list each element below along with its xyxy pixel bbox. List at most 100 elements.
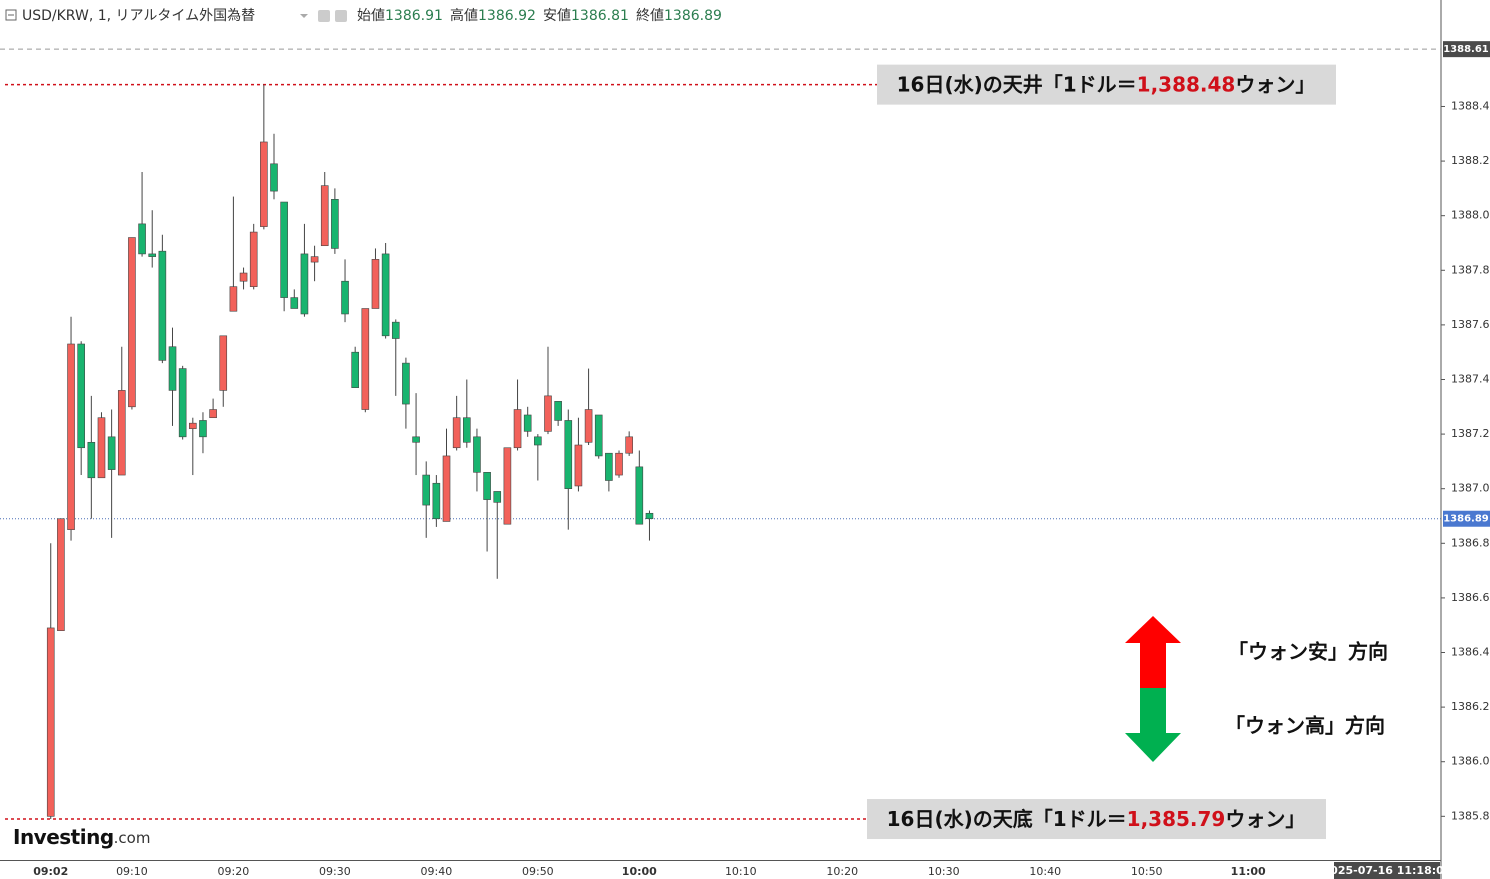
- y-tick-label: 1388.00: [1451, 209, 1490, 222]
- y-tick-label: 1386.60: [1451, 591, 1490, 604]
- dropdown-icon[interactable]: [300, 14, 308, 18]
- candle-body: [483, 472, 491, 500]
- candle-body: [574, 444, 583, 487]
- candle-body: [219, 335, 228, 391]
- logo-domain: .com: [114, 829, 151, 847]
- candle-body: [391, 321, 400, 339]
- candle-body: [341, 280, 349, 315]
- y-tick-label: 1386.00: [1451, 755, 1490, 768]
- x-tick-label: 09:02: [33, 865, 68, 878]
- cursor-time: 2025-07-16 11:18:00: [1323, 864, 1452, 877]
- annotation-suffix: ウォン」: [1225, 807, 1305, 831]
- candle-body: [412, 436, 420, 443]
- x-tick-label: 09:40: [421, 865, 453, 878]
- x-tick-label: 10:00: [622, 865, 657, 878]
- up-arrow: [1125, 616, 1181, 688]
- y-tick-label: 1385.80: [1451, 809, 1490, 822]
- candle-body: [46, 627, 55, 817]
- candle-body: [249, 231, 258, 287]
- candle-body: [645, 512, 654, 520]
- logo-main: Investing: [13, 825, 114, 849]
- candle-body: [534, 436, 542, 446]
- ohlc-label: 始値: [357, 8, 385, 24]
- y-tick-label: 1387.80: [1451, 263, 1490, 276]
- annotation-text: 16日(水)の天底「1ドル＝1,385.79ウォン」: [887, 807, 1306, 831]
- candle-body: [128, 237, 136, 408]
- candle-body: [381, 253, 390, 337]
- candle-body: [432, 482, 441, 520]
- candle-body: [351, 351, 359, 388]
- candle-body: [178, 368, 187, 438]
- direction-label: 「ウォン高」方向: [1225, 714, 1385, 738]
- candle-body: [97, 417, 106, 479]
- x-tick-label: 11:00: [1231, 865, 1266, 878]
- y-tick-label: 1386.20: [1451, 700, 1490, 713]
- y-tick-label: 1387.00: [1451, 482, 1490, 495]
- candle-body: [168, 346, 177, 391]
- candle-body: [260, 141, 268, 227]
- cursor-time-box: [1334, 862, 1440, 879]
- candle-body: [605, 452, 613, 481]
- candle-body: [422, 474, 431, 506]
- annotation-box: [877, 64, 1336, 105]
- y-tick-label: 1387.20: [1451, 427, 1490, 440]
- ohlc-legend: 始値1386.91 高値1386.92 安値1386.81 終値1386.89: [357, 7, 722, 24]
- candle-body: [310, 256, 319, 263]
- candle-body: [361, 308, 370, 410]
- candle-body: [503, 447, 512, 525]
- annotation-prefix: 16日(水)の天井「1ドル＝: [897, 72, 1137, 96]
- candle-body: [77, 343, 85, 449]
- annotation-prefix: 16日(水)の天底「1ドル＝: [887, 807, 1127, 831]
- ohlc-item: 終値1386.89: [636, 8, 722, 24]
- y-tick-label: 1386.80: [1451, 536, 1490, 549]
- down-arrow: [1125, 688, 1181, 762]
- candle-body: [209, 409, 217, 419]
- candle-body: [371, 259, 380, 309]
- logo: Investing.com: [13, 825, 150, 849]
- candle-body: [635, 466, 644, 525]
- x-tick-label: 10:20: [826, 865, 858, 878]
- candle-body: [615, 452, 623, 476]
- y-tick-label: 1388.40: [1451, 99, 1490, 112]
- candle-body: [625, 436, 633, 454]
- x-tick-label: 09:30: [319, 865, 351, 878]
- candle-body: [189, 422, 197, 429]
- candle-body: [584, 409, 593, 443]
- candle-body: [513, 409, 522, 449]
- candle-body: [452, 417, 461, 449]
- annotation-box: [867, 799, 1326, 840]
- ohlc-item: 安値1386.81: [543, 8, 629, 24]
- candle-body: [402, 362, 410, 405]
- candle-body: [239, 272, 248, 282]
- candle-body: [270, 163, 278, 192]
- ohlc-item: 高値1386.92: [450, 7, 536, 24]
- annotation-value: 1,385.79: [1127, 807, 1226, 831]
- crosshair-price: 1388.61: [1443, 44, 1489, 55]
- ohlc-value: 1386.91: [385, 8, 443, 24]
- x-tick-label: 10:50: [1131, 865, 1163, 878]
- candle-body: [473, 436, 481, 473]
- candle-body: [199, 420, 207, 438]
- y-tick-label: 1387.60: [1451, 318, 1490, 331]
- candle-body: [57, 518, 65, 631]
- settings-icon[interactable]: [335, 10, 347, 22]
- ohlc-item: 始値1386.91: [357, 8, 443, 24]
- ohlc-label: 高値: [450, 7, 478, 24]
- candle-body: [67, 343, 75, 530]
- eye-icon[interactable]: [318, 10, 330, 22]
- collapse-icon[interactable]: [5, 9, 17, 21]
- candle-body: [463, 417, 471, 443]
- candle-body: [544, 395, 552, 432]
- x-tick-label: 09:50: [522, 865, 554, 878]
- candle-body: [300, 253, 309, 315]
- candle-body: [331, 199, 339, 249]
- last-price: 1386.89: [1443, 514, 1489, 525]
- ohlc-value: 1386.92: [478, 8, 536, 24]
- direction-label: 「ウォン安」方向: [1228, 640, 1388, 664]
- annotation-value: 1,388.48: [1137, 72, 1236, 96]
- x-tick-label: 10:40: [1029, 865, 1061, 878]
- candle-body: [493, 491, 502, 503]
- x-tick-label: 10:30: [928, 865, 960, 878]
- x-tick-label: 09:20: [218, 865, 250, 878]
